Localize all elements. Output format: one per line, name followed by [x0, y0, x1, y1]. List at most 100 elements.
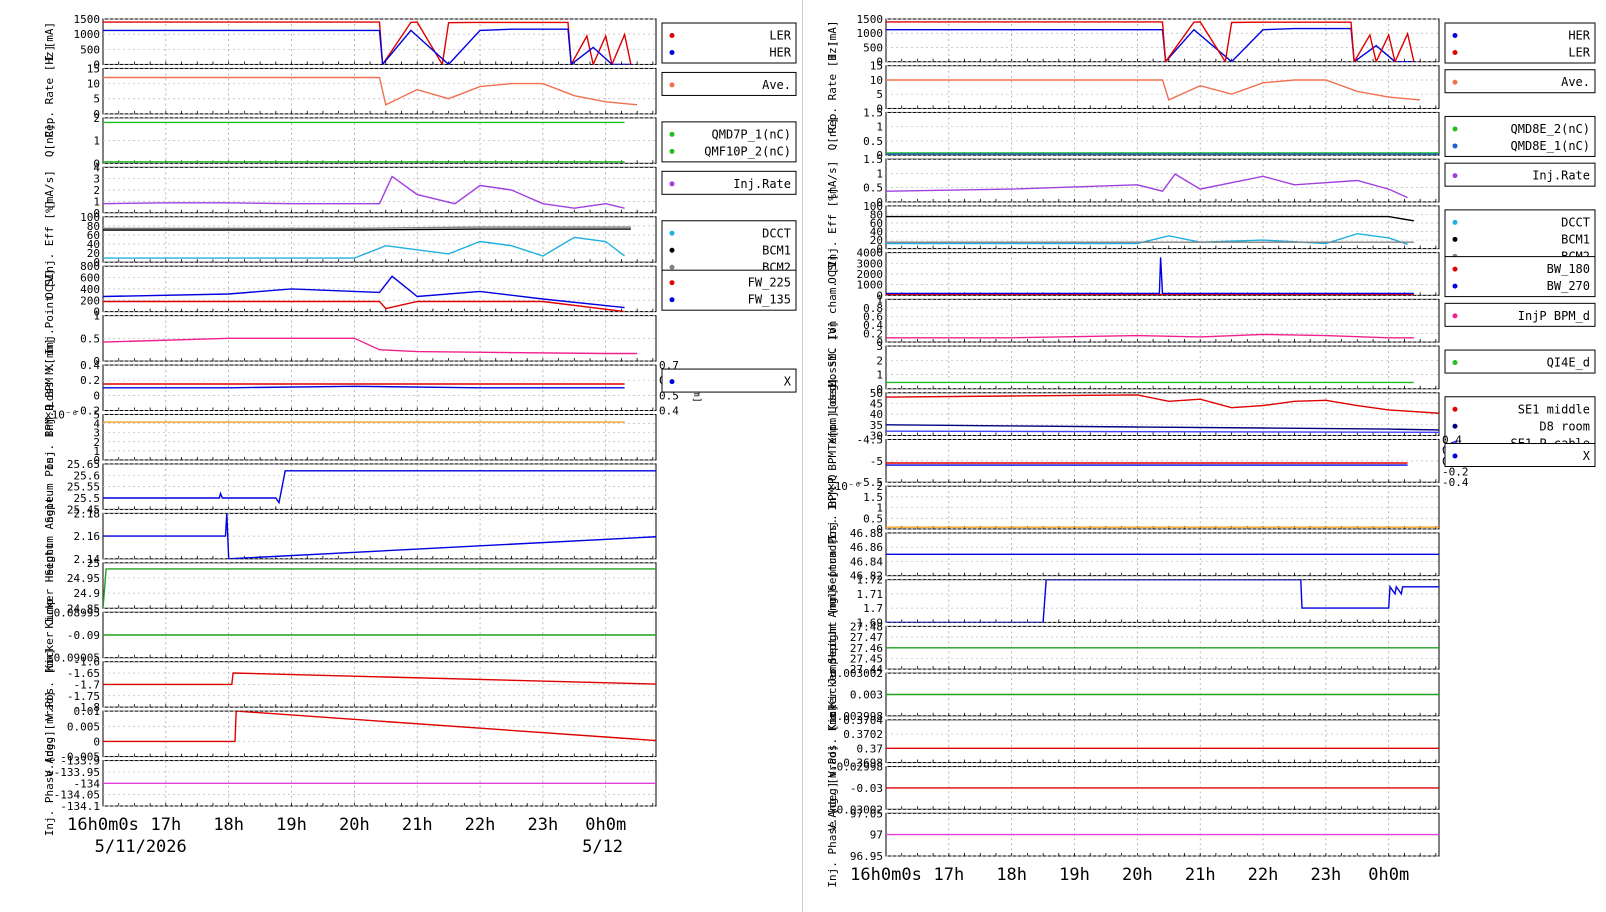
y-axis-label: Inj. Phase [deg]	[826, 782, 839, 888]
series-ave	[886, 79, 1421, 101]
y-axis-label: Inj. Eff [%]	[43, 200, 56, 279]
legend-label: DCCT	[1561, 215, 1590, 229]
y-tick-label: 0.3702	[843, 728, 883, 741]
y-tick-label: 80	[87, 220, 100, 233]
y-axis-label: Kicker Jump	[43, 599, 56, 672]
y-tick-label: -0.03002	[830, 803, 883, 816]
legend-marker	[669, 148, 675, 154]
legend-label: QI4E_d	[1547, 356, 1590, 370]
x-tick-label: 17h	[933, 865, 964, 885]
y-tick-label: 400	[80, 283, 100, 296]
y-tick-label: 2	[93, 436, 100, 449]
legend-marker	[669, 33, 675, 38]
legend-label: Inj.Rate	[733, 177, 791, 191]
panel-frame	[102, 710, 657, 758]
y-tick-label: 1.5	[863, 491, 883, 504]
y-axis-label: V.Ang. [mrad]	[43, 691, 56, 777]
y-tick-label: -0.09005	[47, 652, 100, 665]
y-tick-label: 27.47	[850, 631, 883, 644]
y-tick-label: 0	[876, 196, 883, 209]
y-tick-label: 3000	[857, 257, 884, 270]
series-group	[886, 173, 1408, 199]
y-tick-label: 0.003002	[830, 667, 883, 680]
legend-label: QMD7P_1(nC)	[712, 127, 791, 141]
y-axis-label: Kicker Height	[43, 542, 56, 628]
y-axis-label: I [mA]	[826, 20, 839, 60]
y-tick-label: -0.02998	[830, 761, 883, 774]
y-tick-label: 46.84	[850, 555, 883, 568]
y-tick-label: 1.72	[857, 574, 884, 587]
legend-marker	[1452, 50, 1458, 55]
series-group	[103, 672, 656, 686]
y-axis-label: Kicker Jump	[826, 658, 839, 731]
y-tick-label: 4000	[857, 247, 884, 260]
y-tick-label: 0	[876, 383, 883, 396]
series-bw-270	[886, 257, 1414, 295]
y-tick-label: 0.5	[80, 332, 100, 345]
y-tick-label: 25.65	[67, 458, 100, 471]
x-tick-label: 20h	[339, 815, 370, 835]
series-bcm1	[886, 215, 1415, 222]
legend-marker	[669, 247, 675, 253]
ler-panel-14: 0.01 0.005 0 -0.005 V.Ang. [mrad]	[43, 691, 657, 777]
legend-box	[1444, 302, 1596, 327]
legend-marker	[669, 280, 675, 286]
x-tick-label: 21h	[402, 815, 433, 835]
series-group	[886, 579, 1439, 623]
y-tick-label: 24.85	[67, 602, 100, 615]
y-tick-label: 60	[870, 217, 883, 230]
series-fw-225	[103, 300, 625, 312]
panel-frame	[885, 719, 1440, 764]
legend: InjP BPM_d	[1444, 302, 1596, 327]
y-tick-label: 27.46	[850, 642, 883, 655]
x-tick-label: 21h	[1185, 865, 1216, 885]
series-trace	[886, 579, 1439, 623]
y-axis-label: Q[nC]	[826, 117, 839, 150]
y-tick-label: 1	[876, 502, 883, 515]
y-tick-label: -0.09	[67, 629, 100, 642]
y-tick-label: 2.16	[74, 530, 101, 543]
y-tick-label: 1	[876, 121, 883, 134]
y-tick-label: -0.08995	[47, 606, 100, 619]
y-tick-label: 27.45	[850, 652, 883, 665]
legend-label: Ave.	[762, 78, 791, 92]
x-tick-label: 17h	[150, 815, 181, 835]
y-axis-label: V.Pos. [mm]	[43, 648, 56, 721]
y-axis-label: I [mA]	[43, 22, 56, 62]
legend-marker	[669, 264, 675, 270]
legend-box	[661, 22, 797, 64]
y-tick-label: 600	[80, 272, 100, 285]
y-axis-label: Septum Angle	[43, 496, 56, 575]
legend-label: BCM1	[1561, 232, 1590, 246]
y-tick-label: 80	[870, 208, 883, 221]
y-axis-label: Temp. [deg]	[826, 378, 839, 451]
y-axis-label: Rep. Rate [Hz]	[43, 45, 56, 138]
y-tick-label: 0	[93, 389, 100, 402]
y-tick-label: -134.1	[60, 800, 100, 813]
series-trace	[103, 513, 656, 559]
y-tick-label: 25	[87, 557, 100, 570]
y-tick-label: 0.2	[80, 374, 100, 387]
x-tick-label: 23h	[528, 815, 559, 835]
y-tick-label: 24.9	[74, 587, 101, 600]
her-panel-2: 1.5 10.50 Q[nC] QMD8E_2(nC) QMD8E_1(nC)	[826, 106, 1596, 162]
y-axis-label: Septum Angle [mrad]	[826, 538, 839, 664]
y-axis-label: V.Ang. [mrad]	[826, 745, 839, 831]
series-group	[886, 215, 1415, 245]
y-tick-label: 97.05	[850, 807, 883, 820]
y-tick-label: 0.5	[863, 182, 883, 195]
y-tick-label: 1.5	[863, 106, 883, 119]
ler-panel-13: -1.6-1.65-1.7-1.75-1.8 V.Pos. [mm]	[43, 648, 657, 721]
series-group	[103, 175, 625, 209]
her-panel-12: 1.721.711.71.69 Septum Angle [mrad]	[826, 538, 1440, 664]
y-tick-label: 0	[93, 355, 100, 368]
series-ler	[886, 21, 1415, 62]
legend-marker	[1452, 283, 1458, 289]
legend-label: BCM1	[762, 243, 791, 257]
